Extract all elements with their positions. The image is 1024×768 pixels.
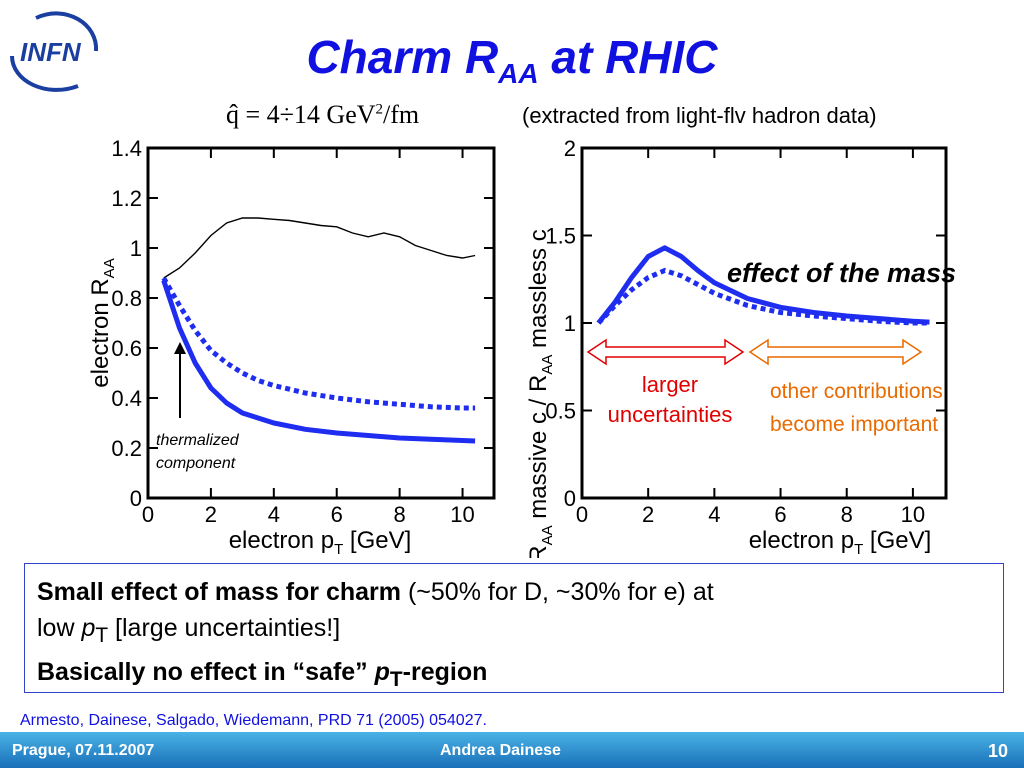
summary-line-1: Small effect of mass for charm (~50% for… [37,578,714,606]
thermalized-arrowhead [174,342,186,354]
ratio-series-thick-solid [596,245,930,325]
ratio-xtick-label: 0 [576,502,588,527]
raa-ytick-label: 0.6 [111,336,142,361]
raa-ytick-label: 0.8 [111,286,142,311]
citation: Armesto, Dainese, Salgado, Wiedemann, PR… [20,712,487,729]
infn-logo: INFN [10,11,99,92]
ratio-ytick-label: 0.5 [545,399,576,424]
raa-ytick-label: 0.4 [111,386,142,411]
footer-author: Andrea Dainese [440,742,561,759]
raa-axes: 0 2 4 6 8 10 0 0.2 0.4 0.6 0.8 1 1.2 1.4 [111,136,494,527]
thermalized-label-1: thermalized [156,432,240,449]
effect-of-mass-label: effect of the mass [727,258,957,288]
raa-ytick-label: 0.2 [111,436,142,461]
footer-location-date: Prague, 07.11.2007 [12,742,155,759]
ratio-ytick-label: 1.5 [545,224,576,249]
raa-ytick-label: 1.4 [111,136,142,161]
ratio-chart: 0 2 4 6 8 10 0 0.5 1 1.5 2 electron pT [GeV] RAA m… [525,136,948,558]
thermalized-label-2: component [156,455,236,472]
footer-bar: Prague, 07.11.2007 Andrea Dainese 10 [0,732,1024,768]
raa-series-thin-black [163,217,476,279]
ratio-series-thick-dotted [596,267,930,326]
summary-box: Small effect of mass for charm (~50% for… [24,563,1004,693]
ratio-ylabel: RAA massive c / RAA massless c [525,229,556,558]
ratio-xtick-label: 10 [901,502,925,527]
larger-uncertainties-label: larger uncertainties [607,372,733,427]
raa-chart: 0 2 4 6 8 10 0 0.2 0.4 0.6 0.8 1 1.2 1.4 electron pT … [87,136,496,558]
raa-xtick-label: 6 [331,502,343,527]
raa-ytick-label: 0 [130,486,142,511]
qhat-formula: q̂ = 4÷14 GeV2/fm [226,100,420,129]
raa-plot-frame [146,146,496,500]
raa-series-thick-dotted [161,276,476,411]
ratio-xtick-label: 4 [708,502,720,527]
raa-xtick-label: 2 [205,502,217,527]
raa-series-thick-solid [161,279,476,444]
summary-line-2: low pT [large uncertainties!] [37,614,341,647]
ratio-xtick-label: 6 [774,502,786,527]
ratio-xtick-label: 2 [642,502,654,527]
raa-ylabel: electron RAA [87,258,118,387]
raa-xtick-label: 0 [142,502,154,527]
ratio-plot-frame [580,146,948,500]
ratio-series [596,245,930,326]
logo-text: INFN [20,37,82,67]
logo-arc-bottom [10,55,79,92]
raa-ytick-label: 1 [130,236,142,261]
ratio-ytick-label: 0 [564,486,576,511]
raa-xtick-label: 10 [450,502,474,527]
footer-page-number: 10 [988,741,1009,761]
summary-line-3: Basically no effect in “safe” pT-region [37,658,488,691]
ratio-ytick-label: 2 [564,136,576,161]
uncertainty-double-arrow [586,338,745,366]
logo-arc-top [35,11,99,52]
page-title: Charm RAA at RHIC [306,31,718,89]
raa-ytick-label: 1.2 [111,186,142,211]
contributions-double-arrow [748,338,923,366]
ratio-xlabel: electron pT [GeV] [749,527,932,558]
ratio-xtick-label: 8 [841,502,853,527]
raa-xtick-label: 8 [394,502,406,527]
ratio-axes: 0 2 4 6 8 10 0 0.5 1 1.5 2 [545,136,946,527]
raa-xlabel: electron pT [GeV] [229,527,412,558]
other-contributions-label: other contributions become important [770,380,943,436]
extraction-note: (extracted from light-flv hadron data) [522,103,877,128]
raa-series [161,217,476,444]
ratio-ytick-label: 1 [564,311,576,336]
raa-xtick-label: 4 [268,502,280,527]
